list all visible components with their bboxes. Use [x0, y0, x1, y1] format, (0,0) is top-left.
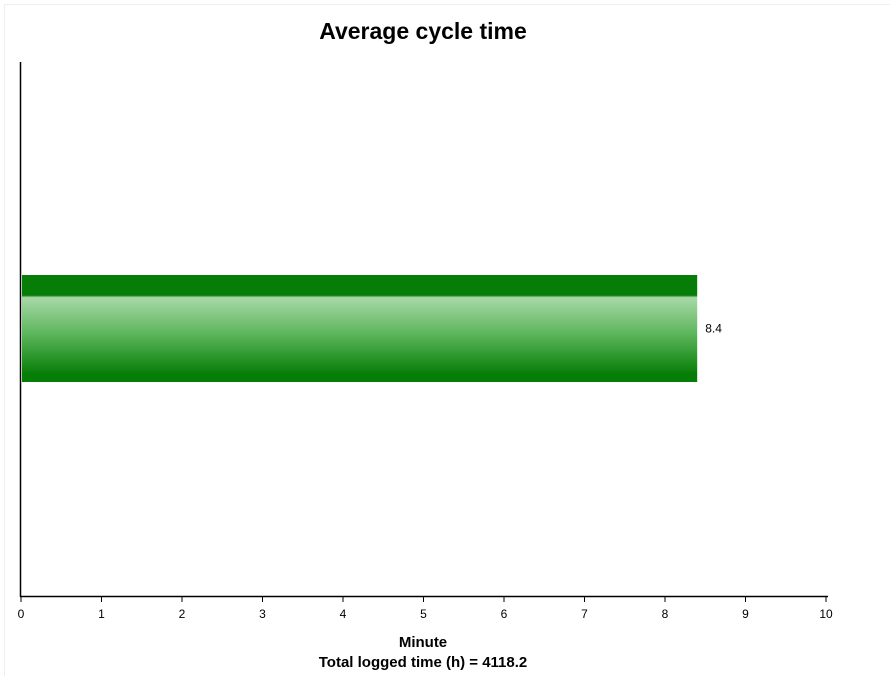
x-tick-label: 0 — [18, 607, 25, 621]
bars-layer — [22, 275, 698, 382]
data-labels-layer: 8.4 — [705, 322, 722, 336]
bar-data-label: 8.4 — [705, 322, 722, 336]
x-tick-label: 4 — [340, 607, 347, 621]
x-tick-label: 6 — [501, 607, 508, 621]
x-tick-label: 2 — [179, 607, 186, 621]
x-tick-label: 3 — [259, 607, 266, 621]
x-tick-label: 8 — [662, 607, 669, 621]
x-tick-label: 1 — [98, 607, 105, 621]
bar — [22, 275, 698, 382]
x-axis-label: Minute — [399, 634, 447, 651]
x-tick-label: 5 — [420, 607, 427, 621]
total-logged-time-note: Total logged time (h) = 4118.2 — [319, 654, 528, 671]
x-tick-label: 7 — [581, 607, 588, 621]
x-tick-label: 9 — [742, 607, 749, 621]
x-ticks-layer: 0 1 2 3 4 5 6 7 8 9 10 — [18, 596, 833, 621]
x-tick-label: 10 — [819, 607, 833, 621]
chart-frame — [4, 4, 890, 676]
chart-title: Average cycle time — [319, 18, 527, 44]
